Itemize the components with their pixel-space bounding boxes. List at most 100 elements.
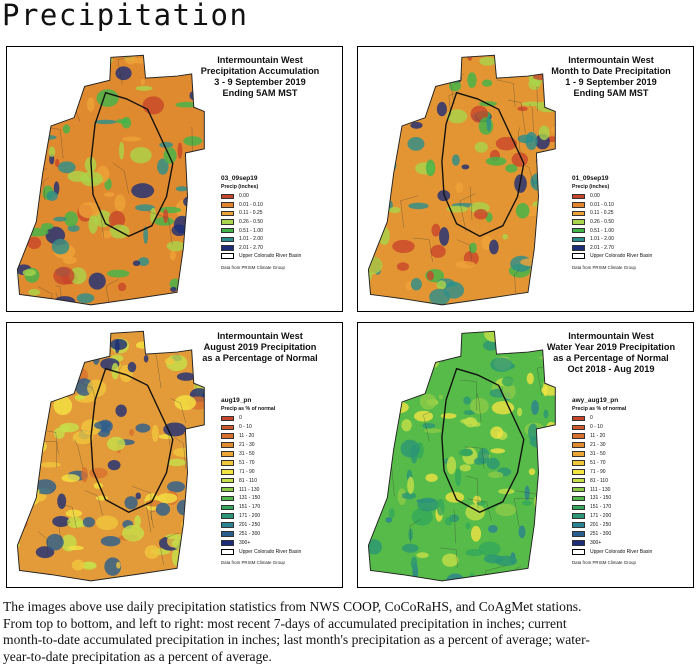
precip-patch	[64, 55, 84, 59]
precip-patch	[372, 175, 394, 185]
precip-patch	[486, 115, 492, 132]
county-line	[180, 308, 186, 309]
county-line	[523, 164, 535, 188]
legend-label: 300+	[590, 539, 602, 546]
precip-patch	[407, 476, 415, 495]
legend-label: 0.11 - 0.25	[590, 210, 614, 217]
county-line	[453, 509, 456, 544]
region-fill	[368, 331, 556, 581]
precip-patch	[17, 62, 21, 75]
precip-patch	[96, 89, 119, 107]
precip-patch	[21, 91, 33, 97]
precip-patch	[547, 283, 556, 288]
precip-patch	[169, 249, 176, 261]
precip-patch	[53, 396, 73, 416]
precip-patch	[416, 331, 422, 339]
legend-swatch	[221, 415, 234, 422]
legend-swatch	[221, 202, 234, 208]
panel-title-line: 3 - 9 September 2019	[214, 77, 306, 87]
precip-patch	[132, 260, 141, 267]
precip-patch	[41, 373, 56, 380]
legend-label: 201 - 250	[239, 522, 261, 529]
legend-item: 0.01 - 0.10	[572, 201, 652, 210]
legend-label: 51 - 70	[239, 459, 255, 466]
precip-patch	[101, 230, 112, 239]
county-line	[387, 364, 395, 402]
legend-subtitle: Precip as % of normal	[572, 406, 627, 412]
precip-patch	[474, 208, 488, 220]
precip-patch	[384, 76, 393, 82]
legend-item: 0.51 - 1.00	[572, 226, 652, 235]
county-line	[47, 430, 59, 454]
precip-patch	[495, 136, 517, 151]
precip-patch	[180, 518, 203, 532]
legend-item: 21 - 30	[572, 441, 652, 450]
page-title: Precipitation	[2, 0, 249, 32]
precip-patch	[536, 221, 553, 233]
county-line	[413, 237, 433, 263]
legend-swatch	[572, 193, 585, 200]
precip-patch	[495, 503, 517, 517]
legend-swatch	[572, 202, 585, 208]
precip-patch	[419, 72, 433, 92]
precip-patch	[377, 468, 387, 480]
legend-swatch	[572, 531, 585, 537]
legend-swatch	[572, 236, 585, 243]
precip-patch	[368, 80, 375, 85]
legend-item: 71 - 90	[221, 467, 301, 476]
precip-patch	[561, 554, 570, 572]
precip-patch	[495, 573, 505, 579]
precip-patch	[461, 164, 470, 170]
precip-patch	[163, 422, 187, 437]
precip-patch	[516, 407, 523, 417]
legend-name: aug19_pn	[221, 397, 252, 404]
precip-patch	[548, 548, 554, 556]
legend-swatch	[572, 513, 585, 519]
precip-patch	[486, 457, 500, 470]
legend-label: 31 - 50	[590, 451, 606, 457]
precip-patch	[449, 80, 462, 92]
county-line	[528, 103, 534, 132]
county-line	[464, 446, 485, 469]
legend-label: 300+	[239, 539, 251, 546]
precip-patch	[209, 409, 220, 421]
precip-patch	[17, 74, 23, 82]
precip-patch	[410, 445, 418, 464]
county-line	[400, 195, 418, 228]
precip-patch	[35, 546, 55, 559]
caption-line: The images above use daily precipitation…	[3, 599, 582, 614]
precip-patch	[115, 404, 127, 417]
precip-patch	[445, 573, 465, 581]
legend-basin-label: Upper Colorado River Basin	[590, 548, 653, 555]
precip-patch	[386, 382, 393, 389]
precip-patch	[430, 244, 446, 258]
precip-patch	[469, 242, 477, 254]
county-line	[17, 168, 31, 202]
county-line	[469, 186, 473, 220]
panel-title-line: Intermountain West	[568, 331, 654, 341]
legend: 03_09sep19 Precip (inches) 0.00 0.01 - 0.10…	[221, 175, 301, 270]
county-line	[117, 55, 137, 85]
precip-patch	[192, 283, 199, 294]
precip-patch	[517, 106, 528, 112]
precip-patch	[154, 339, 172, 347]
precip-patch	[103, 192, 115, 197]
panel-title-line: Intermountain West	[217, 55, 303, 65]
legend-label: 11 - 20	[239, 433, 255, 440]
panel-august-percent-normal: Intermountain West August 2019 Precipitat…	[6, 322, 343, 588]
precip-patch	[543, 497, 553, 506]
precip-patch	[554, 229, 556, 238]
legend-swatch	[221, 245, 234, 251]
precip-patch	[467, 72, 477, 88]
panel-title-line: Ending 5AM MST	[222, 88, 298, 98]
legend-subtitle: Precip (inches)	[572, 184, 610, 190]
precip-patch	[402, 543, 419, 553]
precip-patch	[390, 356, 408, 372]
legend-label: 111 - 130	[239, 486, 260, 493]
precip-patch	[135, 423, 151, 433]
county-line	[459, 193, 476, 232]
precip-patch	[400, 87, 421, 95]
legend-basin-item: Upper Colorado River Basin	[221, 547, 301, 556]
precip-patch	[46, 190, 58, 202]
precip-patch	[165, 533, 185, 540]
